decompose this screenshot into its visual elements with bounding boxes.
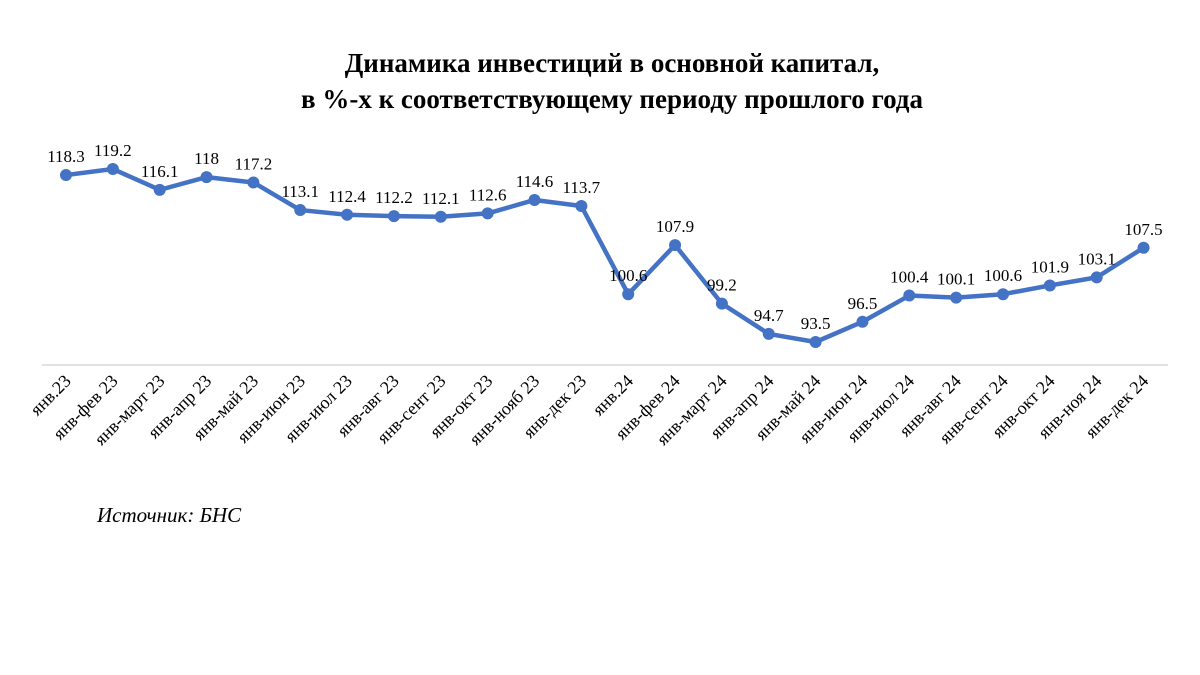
source-note: Источник: БНС	[97, 503, 242, 527]
data-point	[153, 183, 166, 196]
data-point	[1043, 279, 1056, 292]
data-label: 100.6	[984, 266, 1022, 285]
data-label: 107.9	[656, 217, 694, 236]
data-label: 99.2	[707, 276, 737, 295]
plot-area: 118.3 119.2 116.1 118 117.2 113.1 112.4 112.2 11…	[26, 141, 1163, 449]
data-label: 100.6	[609, 266, 647, 285]
data-point	[60, 169, 72, 182]
data-point	[715, 297, 728, 310]
data-label: 93.5	[801, 314, 831, 333]
data-label: 112.6	[469, 185, 507, 204]
series-line	[65, 166, 1145, 345]
data-point	[1137, 241, 1150, 254]
data-point	[1090, 271, 1103, 284]
data-point	[247, 176, 260, 189]
data-point	[528, 193, 541, 206]
data-point	[575, 200, 588, 213]
data-label: 101.9	[1031, 257, 1069, 276]
data-label: 100.4	[890, 268, 929, 287]
data-point	[762, 327, 775, 340]
data-label: 112.4	[328, 187, 366, 206]
data-label: 94.7	[754, 306, 784, 325]
data-label: 107.5	[1124, 220, 1162, 239]
data-point	[294, 204, 307, 217]
data-label: 113.7	[563, 178, 601, 197]
chart-title-line-2: в %-х к соответствующему периоду прошлог…	[301, 84, 923, 114]
data-label: 114.6	[516, 172, 554, 191]
data-point	[669, 239, 682, 252]
data-point	[481, 207, 494, 220]
data-label: 117.2	[235, 154, 273, 173]
data-label: 112.2	[375, 188, 413, 207]
data-point	[903, 289, 916, 302]
data-point	[809, 336, 822, 348]
data-point	[856, 315, 869, 328]
data-point	[434, 210, 447, 223]
data-label: 113.1	[281, 182, 319, 201]
data-point	[387, 210, 400, 223]
data-point	[622, 288, 635, 301]
data-point	[106, 163, 119, 175]
data-point	[200, 171, 213, 184]
data-label: 112.1	[422, 189, 460, 208]
data-point	[950, 291, 963, 304]
data-point	[341, 208, 354, 221]
data-label: 119.2	[94, 141, 132, 160]
data-label: 103.1	[1078, 249, 1116, 268]
data-label: 118	[194, 149, 219, 168]
data-label: 96.5	[848, 294, 878, 313]
data-label: 118.3	[47, 147, 85, 166]
chart-title-line-1: Динамика инвестиций в основной капитал,	[345, 48, 880, 78]
data-label: 116.1	[141, 162, 179, 181]
data-label: 100.1	[937, 270, 975, 289]
data-point	[997, 288, 1009, 301]
